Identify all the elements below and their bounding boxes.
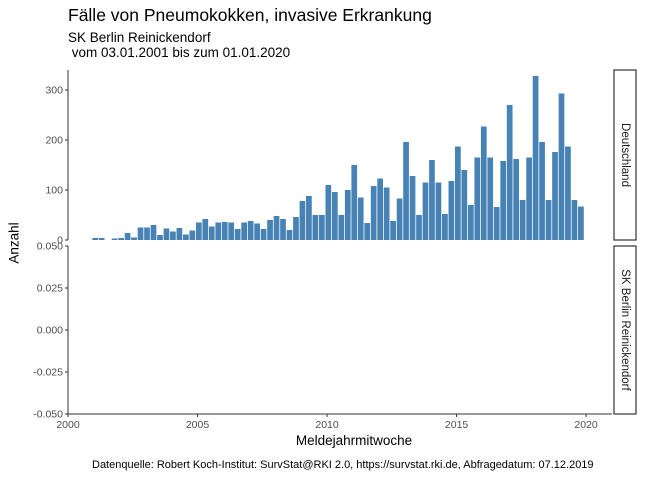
- y-tick-label: 0.025: [37, 283, 63, 295]
- bar: [435, 182, 442, 240]
- bar: [286, 230, 293, 240]
- bar: [137, 227, 144, 240]
- bar: [390, 221, 396, 240]
- bar: [131, 237, 137, 240]
- bar: [215, 222, 222, 240]
- bar: [260, 229, 267, 240]
- data-source-caption: Datenquelle: Robert Koch-Institut: SurvS…: [92, 459, 594, 471]
- bar: [403, 142, 409, 240]
- x-tick-label: 2005: [186, 419, 210, 431]
- chart-subtitle-period: vom 03.01.2001 bis zum 01.01.2020: [68, 45, 291, 60]
- bar: [92, 238, 99, 240]
- bar: [513, 159, 519, 240]
- bar: [189, 230, 196, 240]
- bar: [545, 200, 552, 240]
- bar: [221, 222, 228, 240]
- bar: [578, 206, 584, 240]
- chart-title: Fälle von Pneumokokken, invasive Erkrank…: [68, 5, 432, 25]
- bar: [500, 161, 507, 240]
- bar: [183, 234, 189, 240]
- bar: [383, 187, 390, 240]
- bar: [519, 200, 526, 240]
- facet-strip-label: SK Berlin Reinickendorf: [619, 269, 631, 391]
- facet-strip: [613, 245, 637, 415]
- bar: [157, 235, 163, 240]
- x-tick-label: 2020: [574, 419, 598, 431]
- bar: [170, 231, 176, 240]
- bar: [234, 229, 241, 240]
- bar: [558, 93, 565, 240]
- bar: [480, 126, 487, 240]
- x-tick-label: 2000: [56, 419, 80, 431]
- bar: [448, 181, 455, 240]
- bar: [195, 222, 202, 240]
- bar: [474, 157, 481, 240]
- bar: [111, 238, 118, 240]
- bar: [331, 192, 338, 240]
- chart-subtitle-region: SK Berlin Reinickendorf: [68, 30, 211, 45]
- bar: [306, 196, 312, 240]
- bar: [150, 225, 157, 240]
- bar: [396, 198, 403, 240]
- bar: [364, 223, 371, 240]
- bar: [98, 238, 105, 240]
- facet-strip-label: Deutschland: [619, 123, 631, 187]
- x-axis-label: Meldejahrmitwoche: [295, 433, 413, 448]
- bar: [344, 190, 351, 240]
- x-tick-label: 2015: [445, 419, 469, 431]
- bar: [351, 165, 358, 240]
- bar: [565, 146, 571, 240]
- bar: [571, 200, 578, 240]
- y-tick-label: 0.000: [37, 325, 63, 337]
- bar: [312, 215, 319, 240]
- bar: [325, 185, 332, 240]
- bar: [506, 105, 513, 240]
- bar: [377, 178, 383, 240]
- bar: [539, 142, 545, 240]
- y-tick-label: -0.025: [33, 367, 63, 379]
- y-tick-label: 0: [57, 235, 63, 247]
- bar: [319, 215, 325, 240]
- bar: [208, 226, 215, 240]
- bar: [370, 186, 377, 240]
- bar: [461, 170, 468, 240]
- bar: [526, 157, 532, 240]
- bar: [467, 205, 474, 240]
- bar: [493, 207, 500, 240]
- bar: [409, 176, 416, 240]
- bar: [552, 152, 558, 240]
- y-tick-label: 200: [45, 135, 63, 147]
- bar: [124, 233, 131, 240]
- bar: [118, 238, 124, 240]
- bar: [416, 215, 422, 240]
- bar: [254, 223, 260, 240]
- bar: [429, 160, 435, 240]
- bar: [267, 220, 273, 240]
- bar: [487, 157, 494, 240]
- bar: [176, 228, 183, 240]
- y-tick-label: 0.050: [37, 241, 63, 253]
- bar: [442, 214, 448, 240]
- y-tick-label: -0.050: [33, 409, 63, 421]
- bar: [293, 217, 299, 240]
- bar: [228, 222, 235, 240]
- bar: [202, 219, 209, 240]
- bar: [357, 197, 364, 240]
- y-tick-label: 100: [45, 185, 63, 197]
- bar: [338, 215, 345, 240]
- bar: [299, 201, 306, 240]
- y-tick-label: 300: [45, 85, 63, 97]
- bar: [455, 146, 461, 240]
- bar: [144, 227, 150, 240]
- facet-strip: [613, 69, 637, 241]
- bar: [241, 222, 247, 240]
- bar: [280, 219, 286, 240]
- bar: [163, 228, 170, 240]
- x-tick-label: 2010: [315, 419, 339, 431]
- bar: [273, 216, 280, 240]
- bar: [422, 182, 429, 240]
- bar: [532, 76, 539, 240]
- bar: [247, 221, 254, 240]
